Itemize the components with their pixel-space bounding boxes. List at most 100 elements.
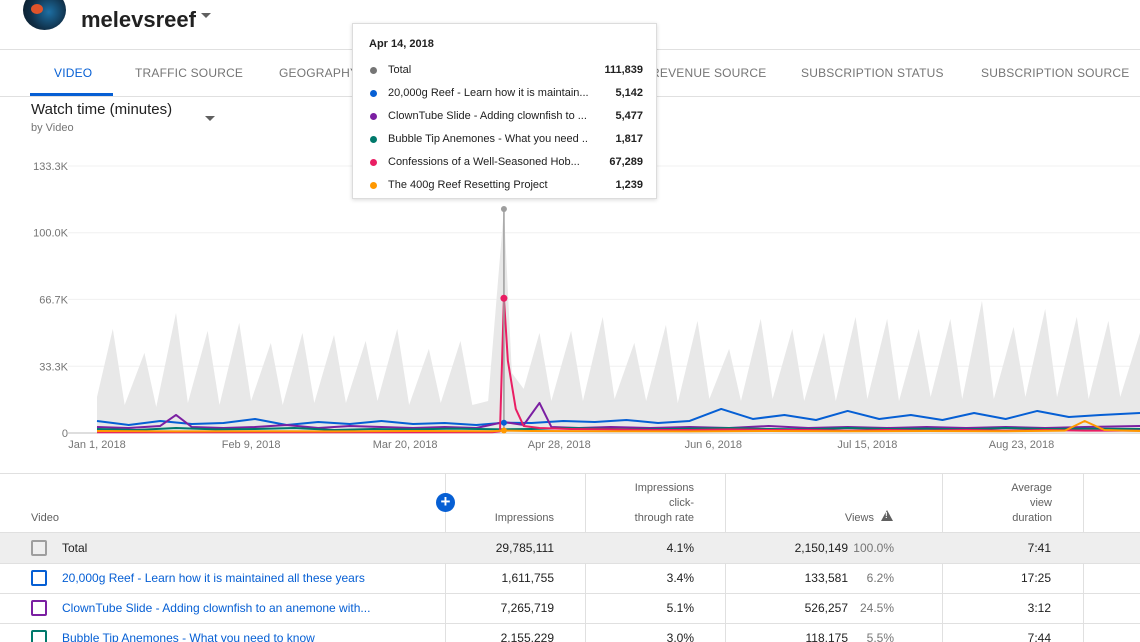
video-title-link[interactable]: 20,000g Reef - Learn how it is maintaine… (62, 571, 365, 585)
tooltip-label: The 400g Reef Resetting Project (388, 179, 548, 191)
avd-value: 7:44 (1027, 631, 1051, 642)
hover-point-confessions (500, 294, 508, 302)
avatar-spot (31, 4, 43, 14)
hover-point-series (500, 427, 507, 434)
table-header-divider (0, 532, 1140, 533)
tab-revenue-source[interactable]: REVENUE SOURCE (651, 66, 767, 80)
views-percent: 6.2% (866, 571, 894, 585)
series-dot-icon (370, 90, 377, 97)
tooltip-row: 20,000g Reef - Learn how it is maintain.… (369, 86, 643, 102)
column-header-avd-line3[interactable]: duration (1012, 512, 1052, 524)
table-row[interactable]: ClownTube Slide - Adding clownfish to an… (0, 593, 1140, 623)
y-tick-label: 0 (62, 428, 68, 440)
series-dot-icon (370, 113, 377, 120)
tooltip-label: Total (388, 64, 412, 76)
tooltip-row: The 400g Reef Resetting Project 1,239 (369, 178, 643, 194)
x-tick-label: Jul 15, 2018 (837, 439, 897, 451)
avd-value: 3:12 (1027, 601, 1051, 615)
ctr-value: 3.0% (666, 631, 694, 642)
hover-point-series (500, 419, 507, 426)
x-tick-label: Jan 1, 2018 (68, 439, 126, 451)
impressions-value: 1,611,755 (501, 571, 555, 585)
metric-subtitle: by Video (31, 122, 74, 134)
tooltip-label: 20,000g Reef - Learn how it is maintain.… (388, 87, 588, 99)
tooltip-value: 67,289 (609, 156, 643, 168)
views-value: 133,581 (804, 571, 848, 585)
row-divider (0, 623, 1140, 624)
row-checkbox[interactable] (31, 630, 47, 642)
row-checkbox[interactable] (31, 600, 47, 616)
tab-subscription-source[interactable]: SUBSCRIPTION SOURCE (981, 66, 1130, 80)
x-tick-label: Apr 28, 2018 (528, 439, 591, 451)
views-value: 2,150,149 (794, 541, 848, 555)
column-header-avd-line2[interactable]: view (1029, 497, 1052, 509)
tooltip-row: Confessions of a Well-Seasoned Hob... 67… (369, 155, 643, 171)
tooltip-label: Confessions of a Well-Seasoned Hob... (388, 156, 580, 168)
warning-icon[interactable] (881, 510, 893, 521)
column-header-ctr-line3[interactable]: through rate (634, 512, 694, 524)
y-tick-label: 33.3K (39, 361, 68, 373)
row-checkbox[interactable] (31, 570, 47, 586)
ctr-value: 4.1% (666, 541, 694, 555)
table-row[interactable]: 20,000g Reef - Learn how it is maintaine… (0, 563, 1140, 593)
tab-geography[interactable]: GEOGRAPHY (279, 66, 359, 80)
chevron-down-icon[interactable] (201, 13, 211, 18)
tooltip-row-total: Total 111,839 (369, 63, 643, 79)
report-tabs: VIDEO TRAFFIC SOURCE GEOGRAPHY REVENUE S… (0, 50, 1140, 96)
x-tick-label: Aug 23, 2018 (989, 439, 1054, 451)
series-dot-icon (370, 182, 377, 189)
series-dot-icon (370, 136, 377, 143)
ctr-value: 5.1% (666, 601, 694, 615)
channel-avatar[interactable] (23, 0, 66, 30)
views-value: 118,175 (805, 631, 849, 642)
y-tick-label: 133.3K (33, 161, 69, 173)
series-dot-icon (370, 67, 377, 74)
video-table: Video + Impressions Impressions click- t… (0, 473, 1140, 642)
video-title-link[interactable]: ClownTube Slide - Adding clownfish to an… (62, 601, 371, 615)
metric-dropdown-icon[interactable] (205, 116, 215, 121)
column-header-ctr-line1[interactable]: Impressions (634, 482, 694, 494)
tooltip-value: 5,142 (615, 87, 643, 99)
column-header-avd-line1[interactable]: Average (1011, 482, 1052, 494)
tooltip-label: ClownTube Slide - Adding clownfish to ..… (388, 110, 587, 122)
video-title: Total (62, 541, 88, 555)
add-icon[interactable]: + (436, 493, 455, 512)
tooltip-row: Bubble Tip Anemones - What you need ... … (369, 132, 643, 148)
y-tick-label: 100.0K (33, 228, 69, 240)
x-tick-label: Jun 6, 2018 (685, 439, 743, 451)
tooltip-value: 1,239 (615, 179, 643, 191)
tooltip-date: Apr 14, 2018 (369, 38, 434, 50)
tooltip-label: Bubble Tip Anemones - What you need ... (388, 133, 588, 145)
channel-name[interactable]: melevsreef (81, 7, 196, 32)
hover-point-total (500, 205, 507, 212)
table-top-divider (0, 473, 1140, 474)
chart-tooltip: Apr 14, 2018 Total 111,839 20,000g Reef … (352, 23, 657, 199)
series-area-total (97, 208, 1140, 433)
video-title-link[interactable]: Bubble Tip Anemones - What you need to k… (62, 631, 315, 642)
metric-selector[interactable]: Watch time (minutes) (31, 101, 173, 118)
column-header-impressions[interactable]: Impressions (494, 512, 554, 524)
tab-video[interactable]: VIDEO (54, 66, 93, 80)
avd-value: 7:41 (1027, 541, 1051, 555)
watch-time-chart[interactable]: 0 33.3K 66.7K 100.0K 133.3K Jan 1, 2018 Feb 9,… (0, 150, 1140, 460)
row-divider (0, 563, 1140, 564)
y-tick-label: 66.7K (39, 294, 68, 306)
tooltip-row: ClownTube Slide - Adding clownfish to ..… (369, 109, 643, 125)
views-percent: 5.5% (866, 631, 894, 642)
tab-traffic-source[interactable]: TRAFFIC SOURCE (135, 66, 244, 80)
views-percent: 24.5% (859, 601, 894, 615)
row-checkbox[interactable] (31, 540, 47, 556)
impressions-value: 2,155,229 (500, 631, 554, 642)
impressions-value: 7,265,719 (500, 601, 554, 615)
column-header-views[interactable]: Views (844, 512, 874, 524)
column-header-ctr-line2[interactable]: click- (668, 497, 694, 509)
tooltip-value: 1,817 (615, 133, 643, 145)
ctr-value: 3.4% (666, 571, 694, 585)
tab-subscription-status[interactable]: SUBSCRIPTION STATUS (801, 66, 944, 80)
table-row-total[interactable]: Total 29,785,111 4.1% 2,150,149 100.0% 7… (0, 533, 1140, 563)
series-line (96, 401, 1140, 429)
column-header-video[interactable]: Video (31, 512, 59, 524)
table-row[interactable]: Bubble Tip Anemones - What you need to k… (0, 623, 1140, 642)
tooltip-value: 111,839 (604, 64, 643, 76)
tooltip-value: 5,477 (615, 110, 643, 122)
